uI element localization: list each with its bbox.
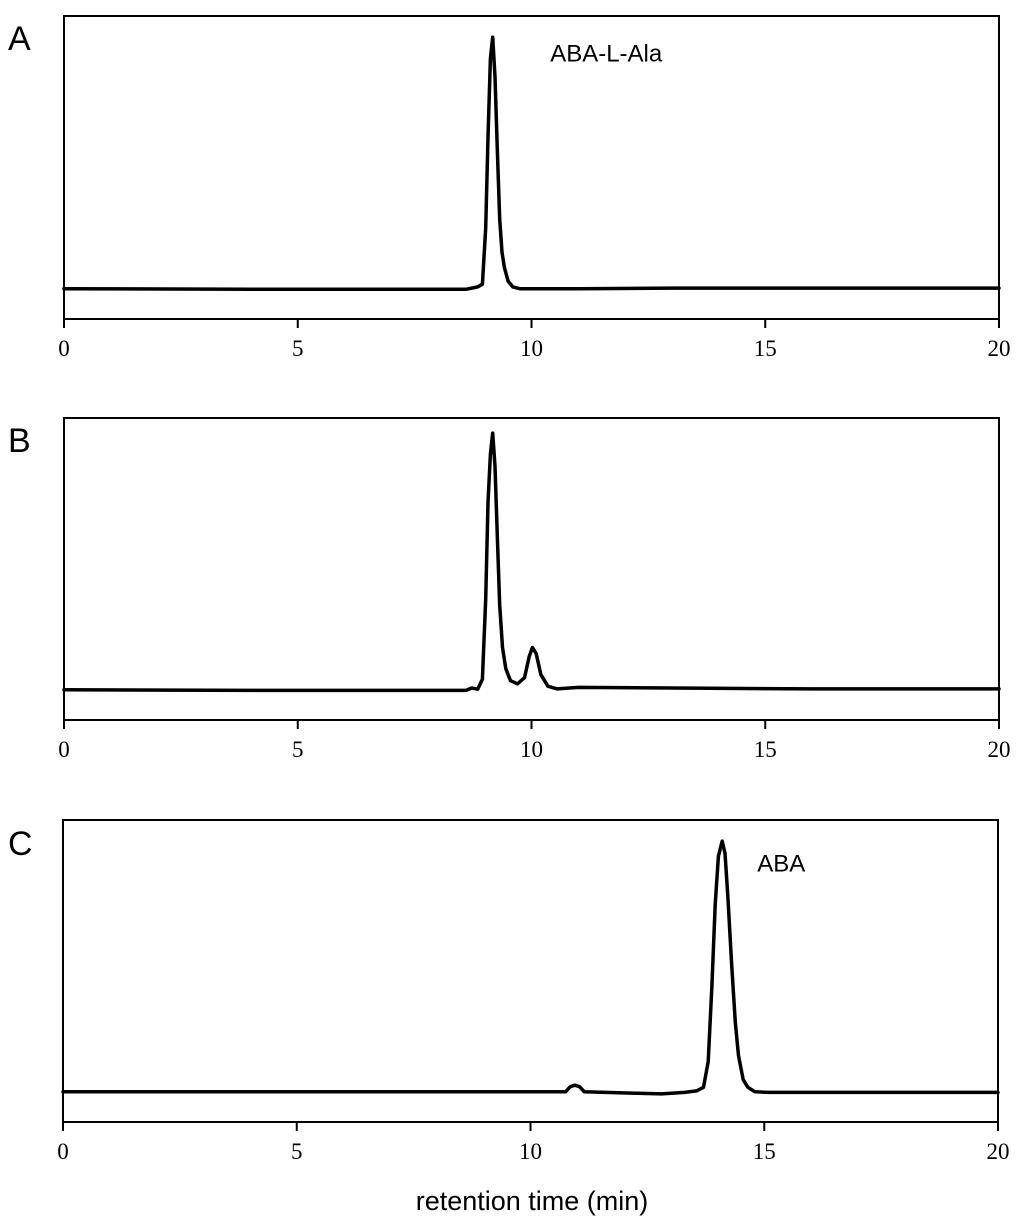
plot-frame <box>63 15 1000 320</box>
panel-letter: A <box>8 20 31 58</box>
plot-frame <box>63 417 1000 721</box>
chromatogram-trace <box>61 839 1000 1096</box>
x-tick-label: 20 <box>988 336 1011 361</box>
x-tick-label: 5 <box>291 1139 303 1164</box>
x-axis-title: retention time (min) <box>416 1186 649 1216</box>
chromatogram-trace <box>62 431 1001 693</box>
x-tick-label: 15 <box>754 737 777 762</box>
x-tick-label: 15 <box>754 336 777 361</box>
x-tick-label: 10 <box>520 336 543 361</box>
panels: A 0 5 10 15 20 ABA-L-Ala B 0 5 10 15 20 C 0 5 10 15 20 ABA <box>8 15 1011 1164</box>
panel-c: C 0 5 10 15 20 ABA <box>8 819 1010 1164</box>
x-tick-label: 20 <box>988 737 1011 762</box>
panel-letter: B <box>8 422 31 460</box>
x-tick-label: 20 <box>987 1139 1010 1164</box>
panel-a: A 0 5 10 15 20 ABA-L-Ala <box>8 15 1011 361</box>
x-tick-label: 5 <box>292 737 304 762</box>
x-tick-label: 5 <box>292 336 304 361</box>
x-tick-label: 15 <box>753 1139 776 1164</box>
x-tick-label: 10 <box>519 1139 542 1164</box>
panel-b: B 0 5 10 15 20 <box>8 417 1011 762</box>
x-tick-label: 10 <box>520 737 543 762</box>
plot-frame <box>62 819 999 1123</box>
peak-label: ABA-L-Ala <box>550 40 663 67</box>
x-tick-label: 0 <box>58 336 70 361</box>
x-tick-label: 0 <box>58 737 70 762</box>
chromatogram-trace <box>62 35 1001 292</box>
panel-letter: C <box>8 825 33 863</box>
peak-label: ABA <box>757 850 805 877</box>
x-tick-label: 0 <box>57 1139 69 1164</box>
